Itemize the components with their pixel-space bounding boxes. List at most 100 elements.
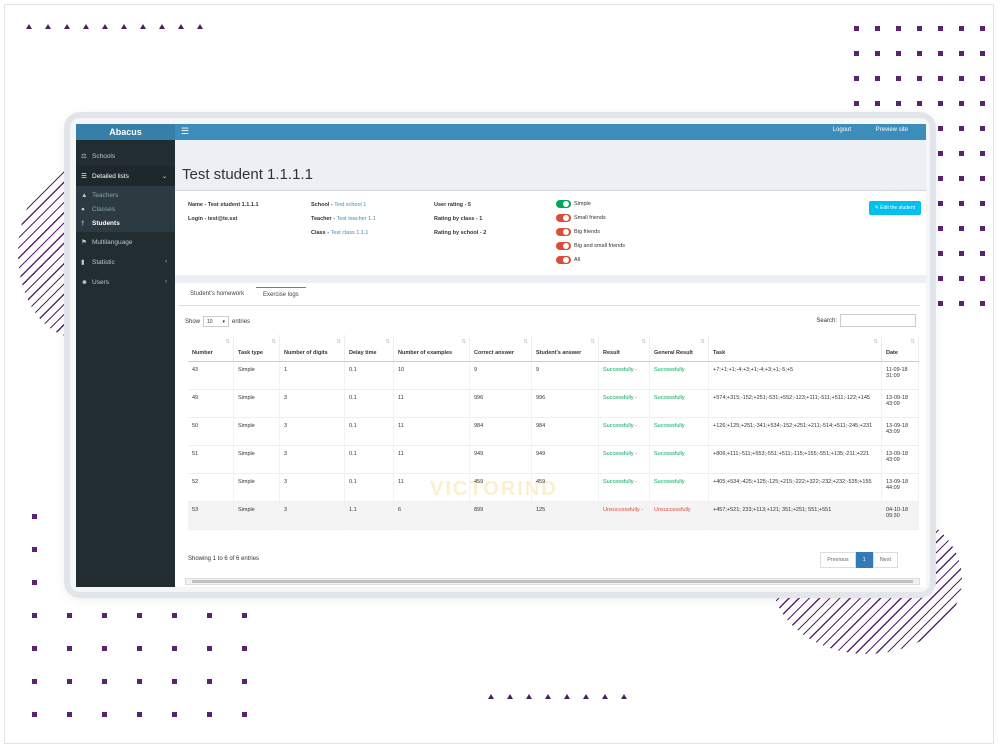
- tab-divider: [179, 305, 920, 306]
- student-info-box: Name - Test student 1.1.1.1 Login - test…: [175, 190, 926, 275]
- menu-toggle-icon[interactable]: ☰: [181, 126, 190, 136]
- table-row: 53 Simple 3 1.1 6 899 125 Unsuccessfully - Unsuc…: [188, 501, 919, 530]
- tab-students-homework[interactable]: Student's homework: [190, 291, 245, 297]
- page-title: Test student 1.1.1.1: [182, 166, 313, 183]
- col-task[interactable]: Task ⇅: [708, 335, 882, 362]
- sidebar-item-label: Users: [92, 278, 109, 286]
- sidebar-item-label: Students: [92, 219, 120, 227]
- deco-triangles-bottom: [488, 694, 627, 699]
- bank-icon: ⚖: [81, 153, 87, 160]
- previous-page-button[interactable]: Previous: [820, 552, 856, 568]
- app-window: Abacus ⚖ Schools ☰ Detailed lists ⌄ ▲ Te…: [70, 118, 930, 592]
- entries-select[interactable]: 10 ▾: [203, 316, 230, 327]
- student-school: School - Test school 1: [311, 202, 367, 208]
- student-class: Class - Test class 1.1.1: [311, 230, 369, 236]
- brand-logo[interactable]: Abacus: [76, 124, 175, 140]
- table-row: 52 Simple 3 0.1 11 459 459 Successfully - Succes…: [188, 473, 919, 502]
- toggle-switch-off[interactable]: [556, 214, 571, 222]
- col-delay-time[interactable]: Delay time ⇅: [344, 335, 394, 362]
- student-teacher: Teacher - Test teacher 1.1: [311, 216, 376, 222]
- pagination: Previous 1 Next: [820, 552, 898, 568]
- table-search: Search:: [816, 314, 916, 327]
- teacher-link[interactable]: Test teacher 1.1: [336, 216, 376, 222]
- table-info: Showing 1 to 6 of 6 entries: [188, 556, 260, 562]
- sidebar-item-classes[interactable]: ● Classes: [76, 202, 175, 216]
- sidebar-item-teachers[interactable]: ▲ Teachers: [76, 188, 175, 202]
- col-date[interactable]: Date ⇅: [881, 335, 919, 362]
- col-task-type[interactable]: Task type ⇅: [233, 335, 280, 362]
- sort-icon: ⇅: [523, 339, 528, 345]
- student-name: Name - Test student 1.1.1.1: [188, 202, 259, 208]
- caret-down-icon: ▾: [222, 319, 226, 325]
- col-result[interactable]: Result ⇅: [598, 335, 650, 362]
- sidebar-item-label: Multilanguage: [92, 238, 133, 246]
- logout-link[interactable]: Logout: [832, 127, 851, 133]
- toggle-big-friends[interactable]: Big friends: [556, 228, 600, 236]
- preview-site-link[interactable]: Preview site: [875, 127, 908, 133]
- col-correct-answer[interactable]: Correct answer ⇅: [469, 335, 532, 362]
- edit-student-button[interactable]: ✎ Edit the student: [868, 201, 921, 215]
- col-students-answer[interactable]: Student's answer ⇅: [531, 335, 599, 362]
- users-icon: ●: [81, 205, 85, 213]
- col-number-of-examples[interactable]: Number of examples ⇅: [393, 335, 470, 362]
- sort-icon: ⇅: [461, 339, 466, 345]
- sidebar-item-detailed-lists[interactable]: ☰ Detailed lists ⌄: [76, 166, 175, 186]
- sidebar-item-schools[interactable]: ⚖ Schools: [76, 146, 175, 166]
- sort-icon: ⇅: [336, 339, 341, 345]
- table-row: 43 Simple 1 0.1 10 9 9 Successfully - Successful…: [188, 361, 919, 390]
- sidebar-item-statistic[interactable]: ▮ Statistic ‹: [76, 252, 175, 272]
- top-navbar: ☰ Logout Preview site: [175, 124, 926, 140]
- sort-icon: ⇅: [590, 339, 595, 345]
- tab-exercise-logs[interactable]: Exercise logs: [256, 287, 306, 302]
- edit-icon: ✎: [874, 205, 881, 211]
- deco-triangles-top: [26, 24, 203, 29]
- rating-by-school: Rating by school - 2: [434, 230, 487, 236]
- col-general-result[interactable]: General Result ⇅: [649, 335, 709, 362]
- col-number[interactable]: Number ⇅: [188, 335, 234, 362]
- toggle-switch-off[interactable]: [556, 242, 571, 250]
- toggle-switch-on[interactable]: [556, 200, 571, 208]
- toggle-big-and-small-friends[interactable]: Big and small friends: [556, 242, 625, 250]
- flag-icon: ⚑: [81, 239, 87, 246]
- sidebar-item-students[interactable]: † Students: [76, 216, 175, 230]
- graduation-cap-icon: ▲: [81, 191, 88, 199]
- sort-icon: ⇅: [641, 339, 646, 345]
- sidebar: Abacus ⚖ Schools ☰ Detailed lists ⌄ ▲ Te…: [76, 124, 175, 587]
- list-icon: ☰: [81, 173, 87, 180]
- sidebar-item-users[interactable]: ☻ Users ‹: [76, 272, 175, 292]
- bar-chart-icon: ▮: [81, 259, 85, 266]
- school-link[interactable]: Test school 1: [334, 202, 367, 208]
- chevron-left-icon: ‹: [165, 259, 167, 265]
- chevron-left-icon: ‹: [165, 279, 167, 285]
- rating-by-class: Rating by class - 1: [434, 216, 483, 222]
- sort-icon: ⇅: [700, 339, 705, 345]
- chevron-down-icon: ⌄: [161, 173, 167, 180]
- sidebar-item-label: Detailed lists: [92, 172, 129, 180]
- sidebar-item-multilanguage[interactable]: ⚑ Multilanguage: [76, 232, 175, 252]
- table-row: 49 Simple 3 0.1 11 996 996 Successfully - Succes…: [188, 389, 919, 418]
- sidebar-item-label: Schools: [92, 152, 116, 160]
- toggle-small-friends[interactable]: Small friends: [556, 214, 606, 222]
- col-number-of-digits[interactable]: Number of digits ⇅: [279, 335, 345, 362]
- toggle-simple[interactable]: Simple: [556, 200, 591, 208]
- class-link[interactable]: Test class 1.1.1: [330, 230, 369, 236]
- sort-icon: ⇅: [271, 339, 276, 345]
- next-page-button[interactable]: Next: [872, 552, 898, 568]
- toggle-all[interactable]: All: [556, 256, 580, 264]
- sidebar-item-label: Teachers: [92, 191, 119, 199]
- scrollbar-thumb[interactable]: [192, 580, 913, 583]
- page-1-button[interactable]: 1: [855, 552, 873, 568]
- search-input[interactable]: [840, 314, 916, 327]
- sidebar-item-label: Statistic: [92, 258, 115, 266]
- sort-icon: ⇅: [873, 339, 878, 345]
- table-row: 51 Simple 3 0.1 11 949 949 Successfully - Succes…: [188, 445, 919, 474]
- toggle-switch-off[interactable]: [556, 228, 571, 236]
- exercise-logs-table: Number ⇅ Task type ⇅ Number of digits ⇅ Del…: [188, 335, 919, 530]
- user-icon: ☻: [81, 278, 88, 286]
- entries-length-control: Show 10 ▾ entries: [185, 316, 250, 327]
- horizontal-scrollbar[interactable]: [185, 578, 920, 585]
- toggle-switch-off[interactable]: [556, 256, 571, 264]
- sidebar-submenu: ▲ Teachers ● Classes † Students: [76, 186, 175, 232]
- tabs-panel: Student's homework Exercise logs Show 10…: [175, 283, 926, 587]
- main-content: Test student 1.1.1.1 Name - Test student…: [175, 140, 926, 587]
